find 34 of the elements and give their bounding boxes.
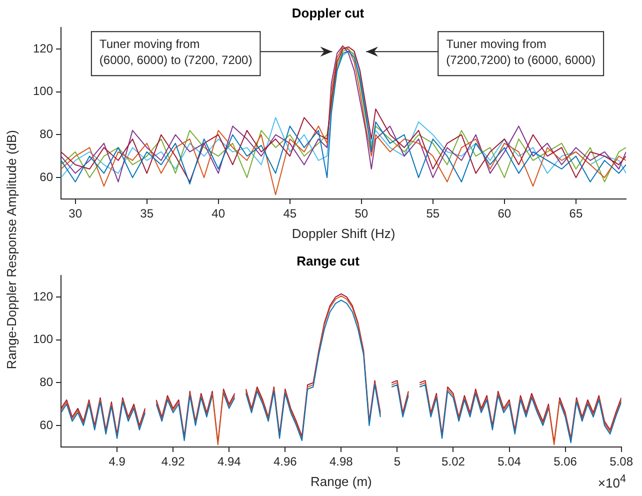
x-axis-title: Doppler Shift (Hz) bbox=[292, 226, 396, 241]
x-tick-label: 5 bbox=[394, 454, 401, 469]
x-tick-label: 60 bbox=[498, 206, 512, 221]
x-tick-label: 50 bbox=[354, 206, 368, 221]
x-axis-title: Range (m) bbox=[310, 474, 372, 489]
y-tick-label: 120 bbox=[32, 41, 54, 56]
y-tick-label: 80 bbox=[40, 375, 54, 390]
text: ×10$^{4}$ bbox=[598, 472, 626, 490]
x-tick-label: 35 bbox=[140, 206, 154, 221]
x-tick-label: 5.04 bbox=[498, 454, 522, 469]
y-tick-label: 120 bbox=[32, 289, 54, 304]
x-tick-label: 4.98 bbox=[329, 454, 354, 469]
x-tick-label: 4.9 bbox=[108, 454, 126, 469]
y-tick-label: 60 bbox=[40, 170, 54, 184]
y-tick-label: 60 bbox=[40, 418, 54, 432]
y-tick-label: 100 bbox=[32, 332, 54, 346]
chart-title: Range cut bbox=[296, 253, 360, 268]
x-tick-label: 45 bbox=[283, 206, 297, 221]
y-tick-label: 80 bbox=[40, 127, 54, 142]
annotation: Tuner moving from (7200,7200) to (6000, 6000) bbox=[446, 36, 596, 67]
x-tick-label: 65 bbox=[569, 206, 583, 221]
x-tick-label: 40 bbox=[212, 206, 226, 221]
annotation: Tuner moving from (6000, 6000) to (7200, 7200) bbox=[99, 36, 252, 67]
x-tick-label: 4.92 bbox=[161, 454, 186, 469]
chart-title: Doppler cut bbox=[292, 5, 365, 20]
x-tick-label: 30 bbox=[68, 206, 82, 221]
x-tick-label: 5.02 bbox=[442, 454, 466, 469]
y-axis-title: Range-Doppler Response Amplitude (dB) bbox=[4, 130, 19, 370]
y-tick-label: 100 bbox=[32, 84, 54, 98]
x-tick-label: 4.94 bbox=[217, 454, 242, 469]
x-tick-label: 55 bbox=[426, 206, 440, 221]
x-tick-label: 5.08 bbox=[610, 454, 634, 469]
x-tick-label: 4.96 bbox=[273, 454, 298, 469]
x-tick-label: 5.06 bbox=[554, 454, 578, 469]
